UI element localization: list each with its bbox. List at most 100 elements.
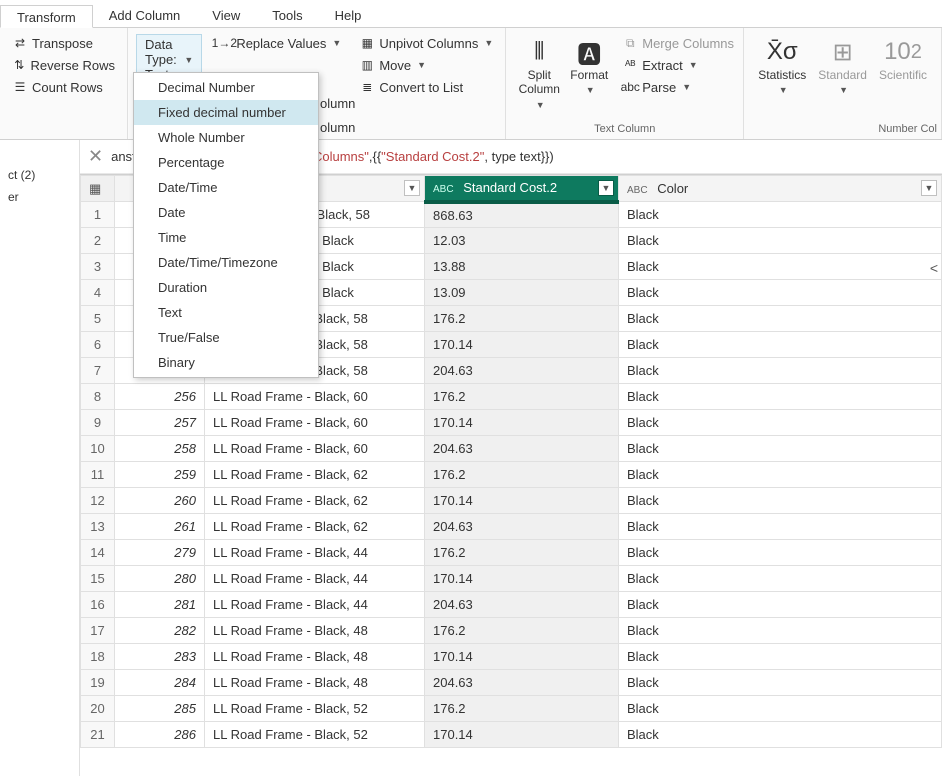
cost-cell[interactable]: 13.09 <box>425 280 619 306</box>
color-cell[interactable]: Black <box>619 644 942 670</box>
row-number-cell[interactable]: 13 <box>81 514 115 540</box>
row-number-cell[interactable]: 18 <box>81 644 115 670</box>
id-cell[interactable]: 258 <box>115 436 205 462</box>
cost-cell[interactable]: 204.63 <box>425 592 619 618</box>
id-cell[interactable]: 261 <box>115 514 205 540</box>
format-button[interactable]: 🅰 Format▼ <box>564 32 614 101</box>
row-number-cell[interactable]: 14 <box>81 540 115 566</box>
split-column-button[interactable]: ⫴ Split Column▼ <box>514 32 564 115</box>
query-item-1[interactable]: ct (2) <box>0 164 79 186</box>
product-cell[interactable]: LL Road Frame - Black, 44 <box>205 592 425 618</box>
cost-cell[interactable]: 204.63 <box>425 670 619 696</box>
color-cell[interactable]: Black <box>619 540 942 566</box>
reverse-rows-button[interactable]: ⇅ Reverse Rows <box>8 54 119 76</box>
product-cell[interactable]: LL Road Frame - Black, 62 <box>205 488 425 514</box>
cost-cell[interactable]: 176.2 <box>425 696 619 722</box>
row-number-cell[interactable]: 12 <box>81 488 115 514</box>
id-cell[interactable]: 260 <box>115 488 205 514</box>
cost-cell[interactable]: 12.03 <box>425 228 619 254</box>
tab-transform[interactable]: Transform <box>0 5 93 28</box>
cost-cell[interactable]: 176.2 <box>425 384 619 410</box>
row-number-cell[interactable]: 19 <box>81 670 115 696</box>
cancel-formula-icon[interactable]: ✕ <box>88 146 103 167</box>
id-cell[interactable]: 284 <box>115 670 205 696</box>
color-cell[interactable]: Black <box>619 514 942 540</box>
product-cell[interactable]: LL Road Frame - Black, 52 <box>205 722 425 748</box>
datatype-option[interactable]: Date/Time/Timezone <box>134 250 318 275</box>
table-row[interactable]: 11259LL Road Frame - Black, 62176.2Black <box>81 462 942 488</box>
table-row[interactable]: 19284LL Road Frame - Black, 48204.63Blac… <box>81 670 942 696</box>
id-cell[interactable]: 257 <box>115 410 205 436</box>
datatype-option[interactable]: Whole Number <box>134 125 318 150</box>
color-cell[interactable]: Black <box>619 566 942 592</box>
datatype-option[interactable]: Text <box>134 300 318 325</box>
cost-cell[interactable]: 204.63 <box>425 358 619 384</box>
table-row[interactable]: 12260LL Road Frame - Black, 62170.14Blac… <box>81 488 942 514</box>
product-cell[interactable]: LL Road Frame - Black, 60 <box>205 384 425 410</box>
product-cell[interactable]: LL Road Frame - Black, 44 <box>205 566 425 592</box>
collapse-panel-button[interactable]: < <box>930 260 938 276</box>
product-cell[interactable]: LL Road Frame - Black, 44 <box>205 540 425 566</box>
color-cell[interactable]: Black <box>619 306 942 332</box>
row-number-cell[interactable]: 7 <box>81 358 115 384</box>
extract-button[interactable]: ᴬᴮ Extract ▼ <box>618 54 738 76</box>
row-number-cell[interactable]: 4 <box>81 280 115 306</box>
row-number-cell[interactable]: 21 <box>81 722 115 748</box>
cost-cell[interactable]: 176.2 <box>425 540 619 566</box>
cost-cell[interactable]: 204.63 <box>425 436 619 462</box>
color-cell[interactable]: Black <box>619 280 942 306</box>
row-number-cell[interactable]: 9 <box>81 410 115 436</box>
cost-cell[interactable]: 13.88 <box>425 254 619 280</box>
table-row[interactable]: 8256LL Road Frame - Black, 60176.2Black <box>81 384 942 410</box>
product-cell[interactable]: LL Road Frame - Black, 62 <box>205 462 425 488</box>
table-row[interactable]: 9257LL Road Frame - Black, 60170.14Black <box>81 410 942 436</box>
convert-to-list-button[interactable]: ≣ Convert to List <box>355 76 497 98</box>
id-cell[interactable]: 280 <box>115 566 205 592</box>
scientific-button[interactable]: 102 Scientific <box>873 32 933 101</box>
statistics-button[interactable]: X̄σ Statistics▼ <box>752 32 812 101</box>
replace-values-button[interactable]: 1→2 Replace Values ▼ <box>212 32 345 54</box>
table-row[interactable]: 20285LL Road Frame - Black, 52176.2Black <box>81 696 942 722</box>
datatype-option[interactable]: Duration <box>134 275 318 300</box>
color-cell[interactable]: Black <box>619 722 942 748</box>
row-number-cell[interactable]: 20 <box>81 696 115 722</box>
cost-cell[interactable]: 868.63 <box>425 202 619 228</box>
parse-button[interactable]: abc Parse ▼ <box>618 76 738 98</box>
query-item-2[interactable]: er <box>0 186 79 208</box>
row-number-cell[interactable]: 6 <box>81 332 115 358</box>
table-row[interactable]: 14279LL Road Frame - Black, 44176.2Black <box>81 540 942 566</box>
color-cell[interactable]: Black <box>619 670 942 696</box>
row-number-cell[interactable]: 3 <box>81 254 115 280</box>
id-cell[interactable]: 285 <box>115 696 205 722</box>
color-cell[interactable]: Black <box>619 228 942 254</box>
color-cell[interactable]: Black <box>619 436 942 462</box>
tab-tools[interactable]: Tools <box>256 4 318 27</box>
cost-cell[interactable]: 176.2 <box>425 618 619 644</box>
filter-button[interactable]: ▼ <box>921 180 937 196</box>
color-cell[interactable]: Black <box>619 384 942 410</box>
datatype-option[interactable]: Percentage <box>134 150 318 175</box>
datatype-option[interactable]: True/False <box>134 325 318 350</box>
cost-cell[interactable]: 170.14 <box>425 722 619 748</box>
color-cell[interactable]: Black <box>619 618 942 644</box>
row-number-cell[interactable]: 2 <box>81 228 115 254</box>
unpivot-button[interactable]: ▦ Unpivot Columns ▼ <box>355 32 497 54</box>
datatype-option[interactable]: Date/Time <box>134 175 318 200</box>
filter-button[interactable]: ▼ <box>598 180 614 196</box>
tab-view[interactable]: View <box>196 4 256 27</box>
table-row[interactable]: 15280LL Road Frame - Black, 44170.14Blac… <box>81 566 942 592</box>
table-row[interactable]: 21286LL Road Frame - Black, 52170.14Blac… <box>81 722 942 748</box>
cost-cell[interactable]: 204.63 <box>425 514 619 540</box>
cost-cell[interactable]: 176.2 <box>425 462 619 488</box>
row-number-cell[interactable]: 1 <box>81 202 115 228</box>
standard-button[interactable]: ⊞ Standard▼ <box>812 32 873 101</box>
tab-add-column[interactable]: Add Column <box>93 4 197 27</box>
product-cell[interactable]: LL Road Frame - Black, 62 <box>205 514 425 540</box>
row-number-cell[interactable]: 16 <box>81 592 115 618</box>
cost-cell[interactable]: 170.14 <box>425 410 619 436</box>
cost-cell[interactable]: 170.14 <box>425 488 619 514</box>
row-number-header[interactable]: ▦ <box>81 176 115 202</box>
product-cell[interactable]: LL Road Frame - Black, 48 <box>205 670 425 696</box>
datatype-option[interactable]: Date <box>134 200 318 225</box>
datatype-option[interactable]: Time <box>134 225 318 250</box>
